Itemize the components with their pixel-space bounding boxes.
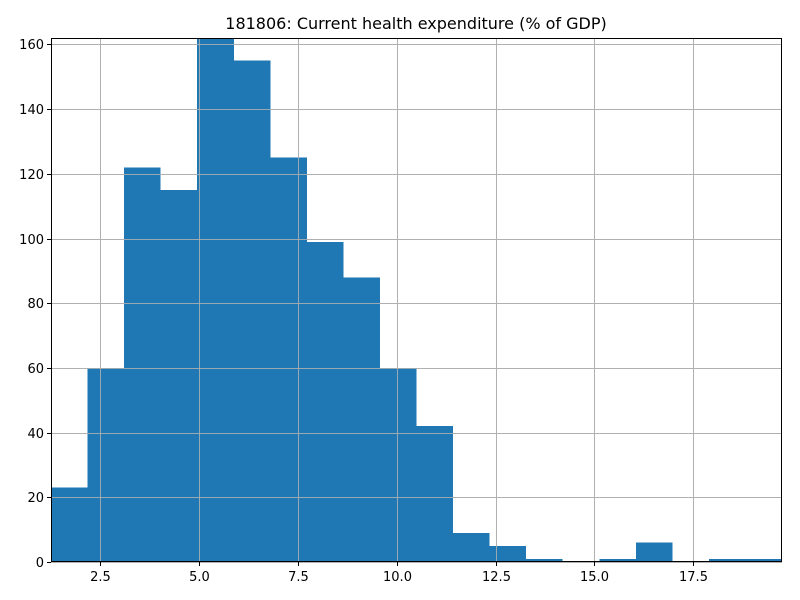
y-tick-label: 100 xyxy=(19,233,44,248)
histogram-bars xyxy=(51,38,782,563)
histogram-bar xyxy=(453,532,490,562)
y-tick-label: 60 xyxy=(27,362,44,377)
x-tick-label: 10.0 xyxy=(383,570,412,585)
x-axis-ticks: 2.5 5.0 7.5 10.0 12.5 15.0 17.5 xyxy=(90,562,708,585)
histogram-bar xyxy=(197,38,234,562)
histogram-bar xyxy=(343,277,380,562)
histogram-bar xyxy=(51,487,88,562)
x-tick-label: 12.5 xyxy=(482,570,511,585)
x-tick-label: 15.0 xyxy=(580,570,609,585)
chart-title: 181806: Current health expenditure (% of… xyxy=(225,14,606,33)
histogram-bar xyxy=(708,558,746,562)
histogram-bar xyxy=(87,367,125,562)
y-tick-label: 120 xyxy=(19,168,44,183)
x-tick-label: 5.0 xyxy=(189,570,210,585)
y-tick-label: 40 xyxy=(27,427,44,442)
histogram-bar xyxy=(233,60,271,563)
y-tick-label: 160 xyxy=(19,38,44,53)
x-tick-label: 2.5 xyxy=(90,570,111,585)
histogram-bar xyxy=(416,426,454,562)
histogram-bar xyxy=(379,367,417,562)
x-tick-label: 17.5 xyxy=(679,570,708,585)
y-axis-ticks: 0 20 40 60 80 100 120 140 160 xyxy=(19,38,51,571)
y-tick-label: 0 xyxy=(36,556,44,571)
histogram-bar xyxy=(599,558,636,562)
plot-frame xyxy=(51,38,782,562)
y-tick-label: 20 xyxy=(27,491,44,506)
grid-lines-overlay xyxy=(51,38,782,563)
histogram-bar xyxy=(270,157,307,562)
y-tick-label: 80 xyxy=(27,297,44,312)
histogram-bar xyxy=(489,545,527,562)
histogram-bar xyxy=(306,241,344,562)
histogram-bar xyxy=(745,558,782,562)
x-tick-label: 7.5 xyxy=(288,570,309,585)
histogram-bar xyxy=(160,190,198,562)
histogram-bar xyxy=(124,167,161,562)
histogram-bar xyxy=(526,558,563,562)
histogram-bar xyxy=(635,542,673,562)
y-tick-label: 140 xyxy=(19,103,44,118)
